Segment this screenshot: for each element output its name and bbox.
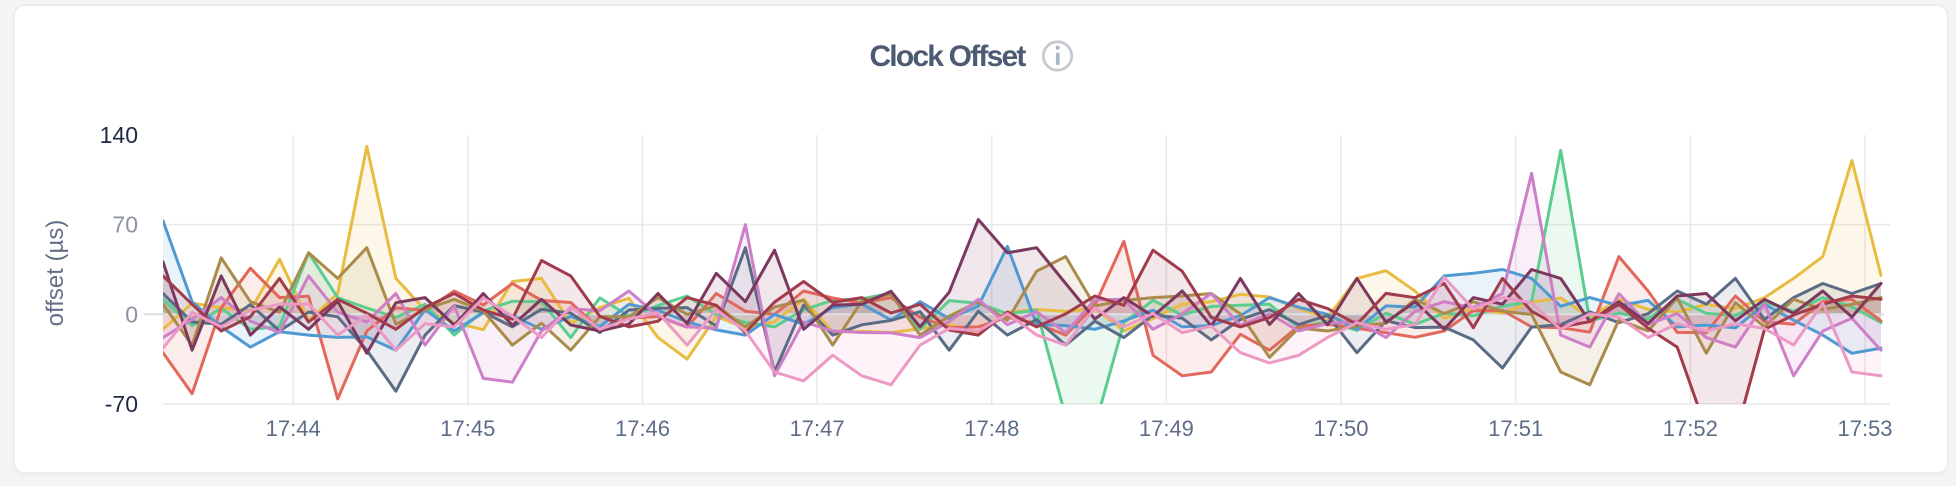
svg-text:0: 0 <box>125 301 138 327</box>
svg-text:17:52: 17:52 <box>1663 416 1718 441</box>
svg-text:70: 70 <box>112 212 138 238</box>
svg-text:-70: -70 <box>105 391 138 417</box>
svg-text:17:45: 17:45 <box>440 416 495 441</box>
svg-text:17:53: 17:53 <box>1837 416 1892 441</box>
svg-text:17:50: 17:50 <box>1313 416 1368 441</box>
svg-text:17:44: 17:44 <box>266 416 321 441</box>
svg-text:offset (µs): offset (µs) <box>42 220 69 327</box>
svg-text:Clock Offset: Clock Offset <box>869 40 1026 73</box>
svg-text:17:48: 17:48 <box>964 416 1019 441</box>
svg-text:140: 140 <box>100 122 138 148</box>
svg-text:17:51: 17:51 <box>1488 416 1543 441</box>
svg-text:17:47: 17:47 <box>790 416 845 441</box>
svg-text:17:49: 17:49 <box>1139 416 1194 441</box>
svg-text:17:46: 17:46 <box>615 416 670 441</box>
